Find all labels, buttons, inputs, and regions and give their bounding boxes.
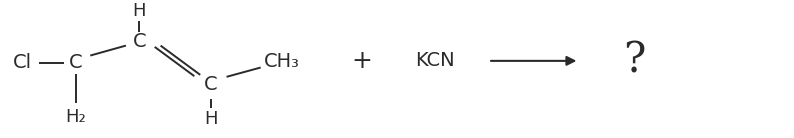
Text: C: C bbox=[69, 53, 83, 72]
Text: H: H bbox=[204, 110, 218, 128]
Text: ?: ? bbox=[623, 40, 646, 82]
Text: CH₃: CH₃ bbox=[264, 52, 300, 71]
Text: C: C bbox=[204, 75, 218, 94]
Text: H: H bbox=[133, 2, 146, 20]
Text: C: C bbox=[133, 32, 146, 51]
Text: Cl: Cl bbox=[13, 53, 33, 72]
Text: +: + bbox=[351, 49, 372, 73]
Text: KCN: KCN bbox=[415, 51, 455, 70]
Text: H₂: H₂ bbox=[66, 108, 87, 126]
